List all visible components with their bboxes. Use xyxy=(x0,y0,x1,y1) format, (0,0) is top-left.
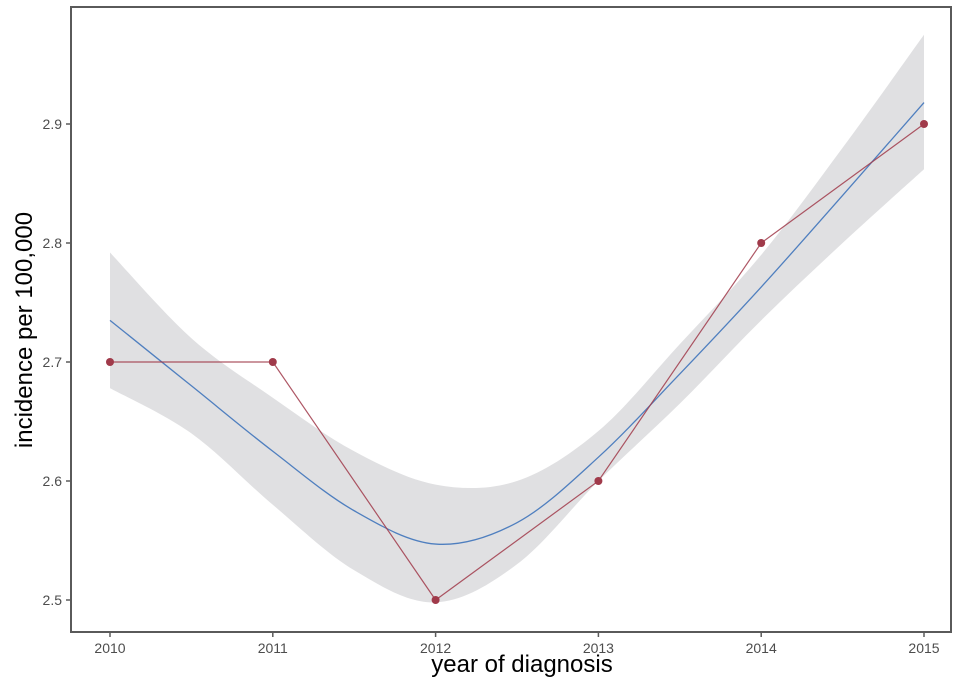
observed-line xyxy=(110,123,925,601)
confidence-band-area xyxy=(110,34,924,603)
x-tick-label-2010: 2010 xyxy=(94,640,125,656)
y-tick-label-2.6: 2.6 xyxy=(43,473,63,489)
data-point-2011 xyxy=(268,358,277,366)
y-tick-label-2.9: 2.9 xyxy=(43,116,63,132)
data-point-2012 xyxy=(431,596,440,604)
y-axis-ticks: 2.5 2.6 2.7 2.8 2.9 xyxy=(43,116,71,608)
x-axis-ticks: 2010 2011 2012 2013 2014 2015 xyxy=(94,632,940,656)
y-axis-title: incidence per 100,000 xyxy=(11,212,38,448)
data-point-2010 xyxy=(106,358,114,366)
x-tick-label-2012: 2012 xyxy=(420,640,451,656)
y-tick-label-2.5: 2.5 xyxy=(43,592,63,608)
smoothed-fit-line xyxy=(109,102,925,545)
confidence-band xyxy=(110,34,924,603)
data-point-2014 xyxy=(757,239,766,247)
data-point-2013 xyxy=(594,477,603,485)
x-tick-label-2015: 2015 xyxy=(908,640,939,656)
x-axis-title: year of diagnosis xyxy=(431,651,612,678)
smoothed-fit xyxy=(109,102,925,545)
observed-series xyxy=(106,120,928,604)
x-tick-label-2013: 2013 xyxy=(583,640,614,656)
y-tick-label-2.7: 2.7 xyxy=(43,354,63,370)
data-point-2015 xyxy=(920,120,928,128)
x-tick-label-2014: 2014 xyxy=(746,640,777,656)
x-tick-label-2011: 2011 xyxy=(258,640,288,656)
y-tick-label-2.8: 2.8 xyxy=(43,235,63,251)
